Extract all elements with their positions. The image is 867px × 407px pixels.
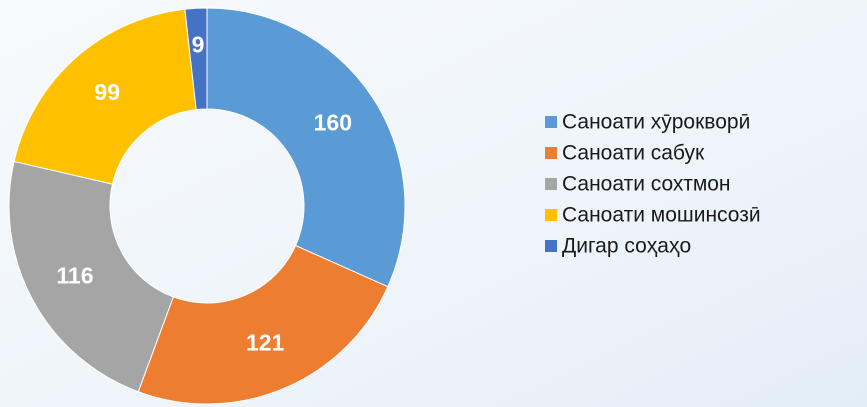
legend-label: Саноати хӯрокворӣ [562,111,750,134]
pie-slice [13,8,197,185]
data-label: 99 [94,79,120,105]
pie-slice [8,160,174,393]
legend-swatch [545,178,557,190]
legend-label: Саноати сохтмон [562,173,731,196]
legend-label: Дигар соҳаҳо [562,235,691,258]
legend-swatch [545,116,557,128]
data-label: 9 [192,31,205,57]
legend-swatch [545,240,557,252]
data-label: 160 [314,109,352,135]
pie-slice [184,7,208,111]
pie-slice [137,244,389,405]
legend-label: Саноати сабук [562,142,705,165]
data-label: 116 [56,262,93,288]
pie-slice [206,7,406,288]
legend-swatch [545,147,557,159]
data-label: 121 [246,329,285,355]
legend-swatch [545,209,557,221]
legend-label: Саноати мошинсозӣ [562,204,761,227]
